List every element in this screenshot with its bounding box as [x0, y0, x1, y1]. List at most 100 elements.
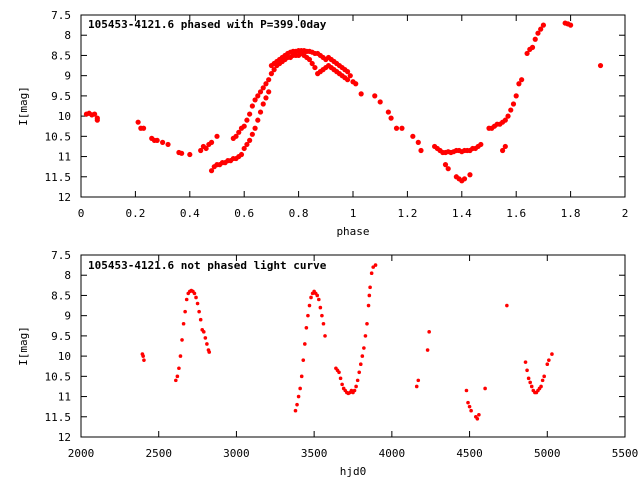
data-point: [371, 265, 376, 269]
data-point: [366, 303, 371, 308]
y-tick-label: 9: [64, 310, 71, 323]
data-point: [367, 293, 372, 298]
x-tick-label: 1.4: [452, 207, 472, 220]
data-point: [208, 168, 215, 174]
data-point: [295, 402, 299, 407]
data-point: [475, 417, 480, 421]
data-point: [260, 85, 266, 91]
data-point: [513, 93, 519, 99]
y-tick-label: 9.5: [51, 90, 71, 103]
data-point: [203, 336, 208, 340]
data-point: [195, 301, 200, 306]
data-point: [483, 386, 487, 391]
data-point: [298, 386, 302, 391]
data-point: [241, 123, 247, 129]
data-point: [535, 30, 541, 36]
data-point: [263, 81, 269, 87]
data-point: [233, 133, 239, 139]
data-point: [418, 147, 424, 154]
data-point: [257, 109, 264, 115]
data-point: [94, 117, 100, 123]
data-point: [353, 81, 359, 87]
y-tick-label: 11: [58, 151, 71, 164]
x-axis-label: hjd0: [340, 465, 367, 478]
data-point: [539, 384, 543, 389]
data-point: [312, 64, 318, 71]
data-point: [299, 374, 304, 379]
data-point: [547, 358, 551, 362]
data-point: [467, 172, 473, 178]
data-point: [477, 412, 481, 417]
data-point: [369, 271, 374, 276]
data-point: [445, 166, 451, 172]
data-point: [502, 143, 508, 150]
data-point: [205, 342, 209, 346]
x-tick-label: 1.6: [506, 207, 526, 220]
data-point: [244, 141, 250, 148]
data-point: [244, 117, 250, 123]
x-tick-label: 0: [78, 207, 85, 220]
y-tick-label: 10: [58, 110, 71, 123]
x-axis-ticks: 0 0.2 0.4 0.6 0.8 1 1.2 1.4 1.6 1.8 2: [78, 15, 628, 220]
data-point: [540, 22, 547, 28]
data-point: [365, 321, 369, 326]
data-point: [154, 137, 160, 143]
data-point: [249, 131, 255, 137]
data-point: [236, 129, 242, 135]
data-point: [425, 348, 430, 352]
data-point: [399, 125, 405, 131]
data-point: [529, 384, 534, 389]
data-point: [352, 388, 357, 393]
data-point: [358, 91, 364, 97]
y-tick-label: 12: [58, 431, 71, 444]
data-point: [442, 162, 449, 168]
y-tick-label: 11.5: [45, 171, 72, 184]
data-series: [83, 20, 604, 184]
data-point: [318, 305, 323, 310]
y-tick-label: 10.5: [45, 130, 72, 143]
data-point: [377, 99, 383, 105]
y-axis-label: I[mag]: [17, 86, 30, 126]
x-tick-label: 0.6: [234, 207, 254, 220]
x-tick-label: 4000: [379, 447, 406, 460]
data-point: [360, 354, 365, 358]
y-axis-ticks: 7.5 8 8.5 9 9.5 10 10.5 11 11.5 12: [45, 9, 625, 204]
data-point: [303, 342, 307, 346]
data-point: [192, 291, 197, 296]
data-point: [178, 354, 183, 358]
data-point: [306, 313, 310, 318]
data-point: [177, 366, 181, 371]
data-point: [320, 313, 324, 318]
plot-frame: [80, 254, 626, 438]
data-point: [255, 93, 261, 99]
data-point: [505, 303, 509, 308]
data-point: [266, 89, 272, 95]
x-tick-label: 1: [350, 207, 357, 220]
data-point: [309, 60, 315, 67]
y-axis-ticks: 7.5 8 8.5 9 9.5 10 10.5 11 11.5 12: [45, 249, 625, 444]
data-point: [363, 334, 368, 338]
data-point: [344, 69, 351, 75]
data-point: [197, 309, 201, 314]
data-point: [373, 263, 378, 267]
data-point: [358, 362, 363, 367]
data-point: [323, 334, 327, 338]
y-tick-label: 11: [58, 391, 71, 404]
data-point: [92, 111, 98, 117]
data-point: [296, 394, 301, 399]
data-point: [203, 145, 209, 152]
data-point: [414, 384, 419, 389]
data-point: [214, 133, 220, 139]
plot-frame: [80, 14, 626, 198]
data-point: [247, 111, 253, 117]
data-point: [174, 378, 178, 383]
data-point: [338, 376, 343, 381]
data-point: [466, 400, 470, 405]
data-point: [550, 352, 554, 356]
data-point: [337, 370, 341, 375]
data-point: [538, 26, 544, 32]
data-point: [309, 295, 313, 300]
data-point: [165, 141, 171, 148]
data-point: [528, 380, 532, 385]
data-point: [597, 62, 604, 69]
